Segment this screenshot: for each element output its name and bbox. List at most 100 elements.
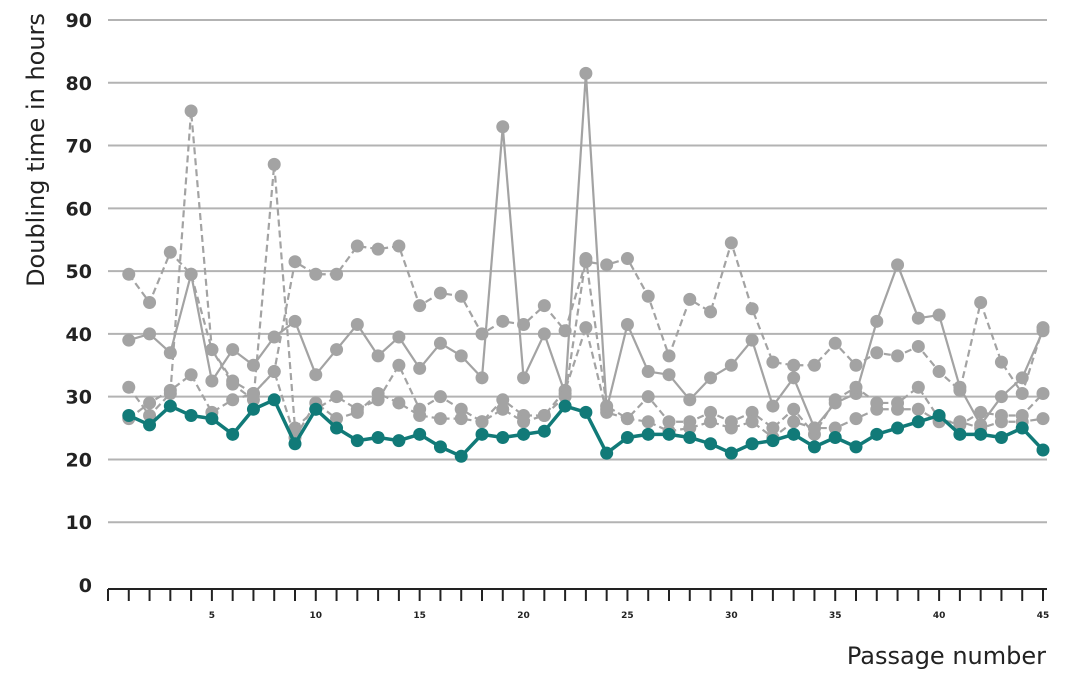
data-point — [288, 255, 302, 269]
y-tick-labels: 0 10 20 30 40 50 60 70 80 90 — [66, 10, 92, 597]
data-point — [828, 430, 842, 444]
data-point — [683, 292, 697, 306]
data-point — [1036, 412, 1050, 426]
data-point — [122, 333, 136, 347]
data-point — [413, 427, 427, 441]
data-point — [870, 346, 884, 360]
data-point — [143, 418, 157, 432]
data-point — [371, 387, 385, 401]
data-point — [184, 368, 198, 382]
data-point — [143, 396, 157, 410]
data-point — [766, 399, 780, 413]
data-point — [205, 343, 219, 357]
data-point — [579, 252, 593, 266]
x-tick-label: 5 — [209, 611, 215, 621]
data-point — [371, 349, 385, 363]
data-point — [350, 239, 364, 253]
data-point — [787, 402, 801, 416]
data-point — [1015, 387, 1029, 401]
data-point — [974, 405, 988, 419]
data-point — [184, 409, 198, 422]
data-point — [330, 412, 344, 426]
data-point — [205, 374, 219, 388]
x-tick-label: 10 — [310, 611, 323, 621]
x-axis: 5 10 15 20 25 30 35 40 45 — [107, 588, 1050, 621]
data-point — [683, 393, 697, 407]
data-point — [953, 380, 967, 394]
data-point — [641, 427, 655, 441]
data-point — [974, 296, 988, 309]
data-point — [454, 449, 468, 463]
data-point — [745, 415, 759, 429]
data-point — [288, 421, 302, 435]
data-point — [994, 355, 1008, 369]
data-point — [724, 421, 738, 435]
data-point — [745, 333, 759, 347]
data-point — [766, 434, 780, 448]
data-point — [891, 402, 905, 416]
data-point — [994, 390, 1008, 404]
data-point — [558, 390, 572, 404]
data-point — [911, 380, 925, 394]
x-tick-label: 45 — [1037, 611, 1050, 621]
data-point — [475, 415, 489, 429]
data-point — [288, 437, 302, 451]
data-point — [807, 358, 821, 372]
data-point — [870, 427, 884, 441]
data-point — [433, 440, 447, 454]
data-point — [433, 390, 447, 404]
data-point — [226, 377, 240, 391]
data-point — [558, 399, 572, 413]
data-point — [163, 383, 177, 397]
data-point — [246, 387, 260, 401]
data-point — [974, 427, 988, 441]
data-point — [392, 358, 406, 372]
data-point — [745, 302, 759, 316]
data-point — [537, 327, 551, 341]
data-point — [371, 430, 385, 444]
data-point — [517, 415, 531, 429]
data-point — [433, 336, 447, 350]
data-point — [496, 314, 510, 328]
data-point — [911, 415, 925, 429]
data-point — [828, 393, 842, 407]
data-point — [537, 409, 551, 422]
data-point — [267, 365, 281, 379]
data-point — [828, 336, 842, 350]
data-point — [641, 415, 655, 429]
data-point — [600, 399, 614, 413]
x-tick-label: 25 — [621, 611, 634, 621]
data-point — [828, 421, 842, 435]
series-5 — [122, 393, 1050, 463]
data-point — [994, 415, 1008, 429]
data-point — [309, 402, 323, 416]
data-point — [122, 380, 136, 394]
data-point — [267, 330, 281, 344]
data-point — [143, 296, 157, 309]
data-point — [475, 371, 489, 385]
x-tick-label: 30 — [725, 611, 738, 621]
data-point — [683, 421, 697, 435]
data-point — [392, 239, 406, 253]
series-lines — [122, 66, 1050, 463]
data-point — [683, 430, 697, 444]
data-point — [600, 446, 614, 460]
data-point — [184, 267, 198, 281]
y-tick-label: 50 — [66, 261, 92, 283]
data-point — [641, 390, 655, 404]
y-tick-label: 90 — [66, 10, 92, 32]
data-point — [870, 402, 884, 416]
data-point — [953, 415, 967, 429]
data-point — [163, 399, 177, 413]
data-point — [143, 409, 157, 422]
y-tick-label: 70 — [66, 136, 92, 158]
data-point — [371, 242, 385, 256]
data-point — [787, 371, 801, 385]
data-point — [932, 308, 946, 322]
data-point — [454, 349, 468, 363]
data-point — [517, 427, 531, 441]
data-point — [641, 289, 655, 303]
data-point — [1015, 421, 1029, 435]
data-point — [226, 427, 240, 441]
